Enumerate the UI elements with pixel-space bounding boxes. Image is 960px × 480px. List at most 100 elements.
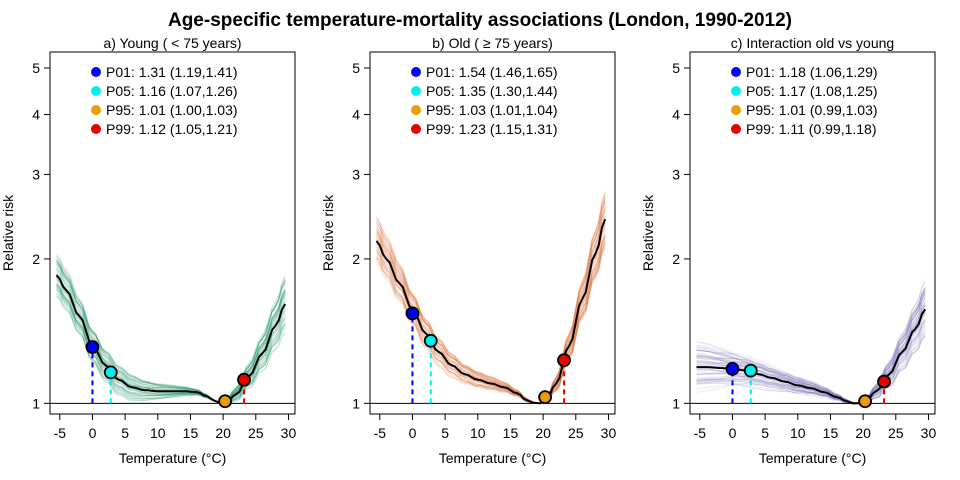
percentile-point <box>218 394 232 409</box>
percentile-point <box>538 390 552 405</box>
y-axis-label: Relative risk <box>0 194 16 271</box>
ensemble-line <box>696 291 926 404</box>
x-tick-label: 15 <box>183 425 199 441</box>
ensemble-line <box>696 302 926 405</box>
ensemble-line <box>696 294 926 405</box>
legend-marker <box>731 105 741 115</box>
ensemble-line <box>56 284 286 404</box>
y-tick-label: 3 <box>672 166 680 182</box>
x-axis-label: Temperature (°C) <box>759 450 867 466</box>
legend-label: P05: 1.17 (1.08,1.25) <box>746 83 878 99</box>
legend-label: P01: 1.54 (1.46,1.65) <box>426 64 558 80</box>
ensemble-line <box>376 194 606 404</box>
x-tick-label: 30 <box>281 425 297 441</box>
x-tick-label: 10 <box>470 425 486 441</box>
legend-label: P05: 1.35 (1.30,1.44) <box>426 83 558 99</box>
ensemble-line <box>56 259 286 404</box>
ensemble-line <box>56 262 286 405</box>
x-tick-label: -5 <box>374 425 387 441</box>
ensemble-line <box>56 280 286 404</box>
x-tick-label: -5 <box>694 425 707 441</box>
x-tick-label: 15 <box>823 425 839 441</box>
y-axis-label: Relative risk <box>640 194 656 271</box>
x-tick-label: 0 <box>89 425 97 441</box>
ensemble-line <box>56 256 286 406</box>
legend-marker <box>411 124 421 134</box>
ensemble-line <box>56 255 286 404</box>
ensemble-line <box>376 215 606 404</box>
x-tick-label: 30 <box>921 425 937 441</box>
legend-marker <box>411 67 421 77</box>
ensemble-line <box>56 278 286 404</box>
percentile-point <box>85 340 100 354</box>
ensemble-line <box>696 304 926 404</box>
ensemble-line <box>376 199 606 404</box>
panel-1: a) Young ( < 75 years) P01: 1.31 (1.19,1.… <box>0 35 296 466</box>
ensemble-line <box>696 287 926 405</box>
ensemble-line <box>376 191 606 404</box>
y-tick-label: 4 <box>672 107 680 123</box>
y-tick-label: 2 <box>32 251 40 267</box>
x-tick-label: 25 <box>568 425 584 441</box>
ensemble-line <box>56 264 286 404</box>
x-tick-label: 0 <box>409 425 417 441</box>
legend-label: P99: 1.23 (1.15,1.31) <box>426 121 558 137</box>
percentile-point <box>858 394 872 409</box>
ensemble-line <box>696 335 926 404</box>
x-tick-label: 5 <box>441 425 449 441</box>
percentile-point <box>725 361 740 376</box>
x-tick-label: 0 <box>729 425 737 441</box>
ensemble-line <box>696 293 926 405</box>
y-tick-label: 4 <box>352 107 360 123</box>
ensemble-line <box>56 263 286 405</box>
ensemble-line <box>376 210 606 404</box>
ensemble-line <box>56 255 286 404</box>
x-tick-label: 20 <box>855 425 871 441</box>
panel-3: c) Interaction old vs young P01: 1.18 (1.… <box>640 35 936 466</box>
ensemble-line <box>376 229 606 404</box>
y-tick-label: 2 <box>352 251 360 267</box>
legend-label: P99: 1.12 (1.05,1.21) <box>106 121 238 137</box>
ensemble-line <box>376 195 606 404</box>
percentile-point <box>405 306 420 321</box>
ensemble-line <box>376 209 606 404</box>
ensemble-line <box>376 202 606 404</box>
y-tick-label: 5 <box>32 60 40 76</box>
legend-label: P95: 1.03 (1.01,1.04) <box>426 102 558 118</box>
ensemble-line <box>696 302 926 405</box>
ensemble-line <box>376 210 606 404</box>
percentile-point <box>557 353 571 368</box>
percentile-point <box>743 363 758 378</box>
x-axis-label: Temperature (°C) <box>119 450 227 466</box>
percentile-point <box>423 333 438 348</box>
ensemble-line <box>56 288 286 404</box>
legend-marker <box>731 124 741 134</box>
ensemble-curves <box>696 279 926 405</box>
legend-label: P05: 1.16 (1.07,1.26) <box>106 83 238 99</box>
x-tick-label: 5 <box>761 425 769 441</box>
x-tick-label: 5 <box>121 425 129 441</box>
ensemble-line <box>696 305 926 404</box>
plot-frame <box>369 51 616 415</box>
ensemble-line <box>376 199 606 404</box>
legend-label: P01: 1.31 (1.19,1.41) <box>106 64 238 80</box>
ensemble-line <box>376 211 606 404</box>
ensemble-line <box>696 293 926 405</box>
legend-marker <box>731 86 741 96</box>
ensemble-line <box>696 289 926 405</box>
x-tick-label: 25 <box>888 425 904 441</box>
ensemble-line <box>56 290 286 404</box>
legend-label: P99: 1.11 (0.99,1.18) <box>746 121 877 137</box>
ensemble-line <box>56 259 286 404</box>
y-tick-label: 3 <box>32 166 40 182</box>
ensemble-line <box>696 288 926 405</box>
panel-title: b) Old ( ≥ 75 years) <box>432 35 553 51</box>
ensemble-line <box>376 207 606 404</box>
y-tick-label: 5 <box>352 60 360 76</box>
ensemble-line <box>696 298 926 404</box>
ensemble-line <box>696 290 926 405</box>
x-tick-label: 20 <box>215 425 231 441</box>
x-tick-label: 30 <box>601 425 617 441</box>
legend-marker <box>91 124 101 134</box>
